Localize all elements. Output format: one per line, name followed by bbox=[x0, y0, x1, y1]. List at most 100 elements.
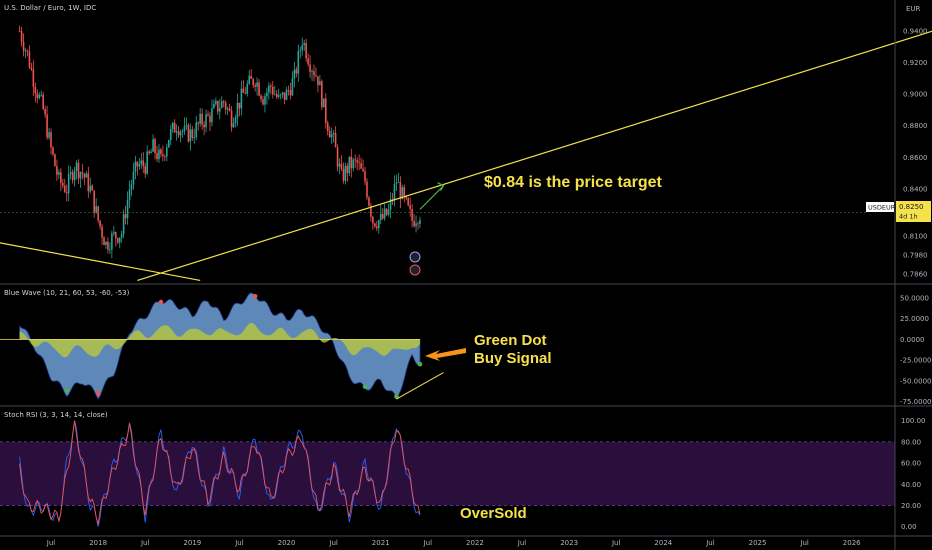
candle-body bbox=[42, 94, 44, 110]
candle-body bbox=[289, 90, 292, 96]
candle-body bbox=[297, 50, 300, 74]
candle-body bbox=[213, 103, 215, 109]
candle-body bbox=[109, 249, 111, 251]
currency-label: EUR bbox=[906, 5, 921, 13]
candle-body bbox=[248, 75, 251, 84]
rsi-tick-label: 0.00 bbox=[901, 523, 917, 531]
candle-body bbox=[201, 113, 203, 125]
candle-body bbox=[65, 191, 68, 194]
candle-body bbox=[166, 147, 168, 157]
candle-body bbox=[246, 83, 249, 94]
blue-wave-area bbox=[0, 292, 444, 400]
candle-body bbox=[107, 241, 109, 250]
candle-body bbox=[271, 86, 274, 95]
wave-tick-label: -75.0000 bbox=[900, 398, 931, 406]
signal-dot bbox=[394, 394, 399, 399]
candle-body bbox=[132, 171, 135, 185]
candle-body bbox=[30, 67, 33, 70]
candle-body bbox=[54, 154, 56, 167]
candle-body bbox=[346, 165, 349, 174]
candle-body bbox=[34, 86, 37, 94]
candle-body bbox=[211, 108, 213, 123]
candle-body bbox=[120, 234, 123, 238]
divergence-line[interactable] bbox=[396, 372, 444, 400]
time-tick-label: Jul bbox=[328, 539, 338, 547]
candle-body bbox=[234, 117, 237, 124]
price-tick-label: 0.7980 bbox=[903, 252, 928, 260]
symbol-label: USDEUR bbox=[868, 204, 896, 212]
signal-dot bbox=[252, 293, 258, 299]
candle-body bbox=[293, 69, 296, 79]
candle-body bbox=[309, 64, 311, 72]
candle-body bbox=[205, 114, 207, 128]
candle-body bbox=[250, 75, 252, 79]
target-arrow-head bbox=[437, 182, 445, 191]
candle-body bbox=[116, 238, 119, 243]
wave-tick-label: -50.0000 bbox=[900, 377, 931, 385]
chart-title: U.S. Dollar / Euro, 1W, IDC bbox=[4, 4, 96, 12]
candle-body bbox=[242, 88, 245, 93]
candle-body bbox=[417, 223, 419, 225]
time-tick-label: 2026 bbox=[843, 539, 861, 547]
candle-body bbox=[362, 168, 364, 172]
candle-body bbox=[62, 183, 64, 186]
time-tick-label: 2018 bbox=[89, 539, 107, 547]
candle-body bbox=[219, 108, 221, 112]
time-tick-label: 2023 bbox=[560, 539, 578, 547]
candle-body bbox=[403, 187, 406, 197]
candle-body bbox=[189, 129, 192, 142]
candle-body bbox=[175, 131, 178, 133]
candle-body bbox=[81, 172, 84, 174]
candle-body bbox=[385, 208, 388, 215]
candle-body bbox=[160, 149, 162, 155]
candle-body bbox=[366, 181, 368, 198]
candle-body bbox=[279, 94, 282, 96]
candle-body bbox=[105, 241, 107, 246]
blue-wave-title: Blue Wave (10, 21, 60, 53, -60, -53) bbox=[4, 289, 130, 297]
candle-body bbox=[113, 232, 115, 234]
candle-body bbox=[32, 69, 35, 87]
candle-body bbox=[118, 237, 121, 243]
candle-body bbox=[52, 147, 54, 155]
candle-body bbox=[344, 165, 347, 181]
candle-body bbox=[342, 168, 345, 181]
candle-body bbox=[352, 159, 355, 169]
candle-body bbox=[114, 232, 117, 239]
time-tick-label: 2020 bbox=[278, 539, 296, 547]
candle-body bbox=[67, 174, 70, 194]
candle-body bbox=[75, 162, 78, 171]
event-badge-icon[interactable] bbox=[409, 251, 421, 276]
candle-body bbox=[195, 122, 198, 138]
candle-body bbox=[323, 98, 325, 108]
signal-dot bbox=[64, 388, 70, 394]
candle-body bbox=[358, 162, 360, 164]
candle-body bbox=[409, 205, 411, 210]
candle-body bbox=[18, 30, 21, 32]
price-trendlines[interactable] bbox=[0, 29, 932, 282]
candle-body bbox=[301, 45, 304, 51]
candle-body bbox=[321, 81, 323, 108]
price-tick-label: 0.8400 bbox=[903, 185, 928, 193]
candle-body bbox=[419, 219, 421, 224]
trendline[interactable] bbox=[137, 29, 932, 281]
time-tick-label: 2025 bbox=[749, 539, 767, 547]
candle-body bbox=[313, 71, 315, 76]
candle-body bbox=[60, 172, 62, 184]
candle-body bbox=[307, 58, 309, 65]
candle-body bbox=[50, 132, 52, 148]
candle-body bbox=[69, 172, 72, 175]
time-tick-label: Jul bbox=[611, 539, 621, 547]
candle-body bbox=[136, 161, 139, 167]
rsi-tick-label: 20.00 bbox=[901, 502, 921, 510]
candle-body bbox=[311, 71, 313, 73]
candle-body bbox=[238, 102, 241, 109]
candle-body bbox=[130, 184, 133, 190]
candle-body bbox=[228, 108, 231, 111]
candle-body bbox=[264, 96, 266, 105]
signal-dot bbox=[95, 390, 101, 396]
candle-body bbox=[240, 88, 243, 109]
candle-body bbox=[95, 206, 97, 213]
candle-body bbox=[364, 171, 366, 182]
candle-body bbox=[360, 163, 362, 169]
